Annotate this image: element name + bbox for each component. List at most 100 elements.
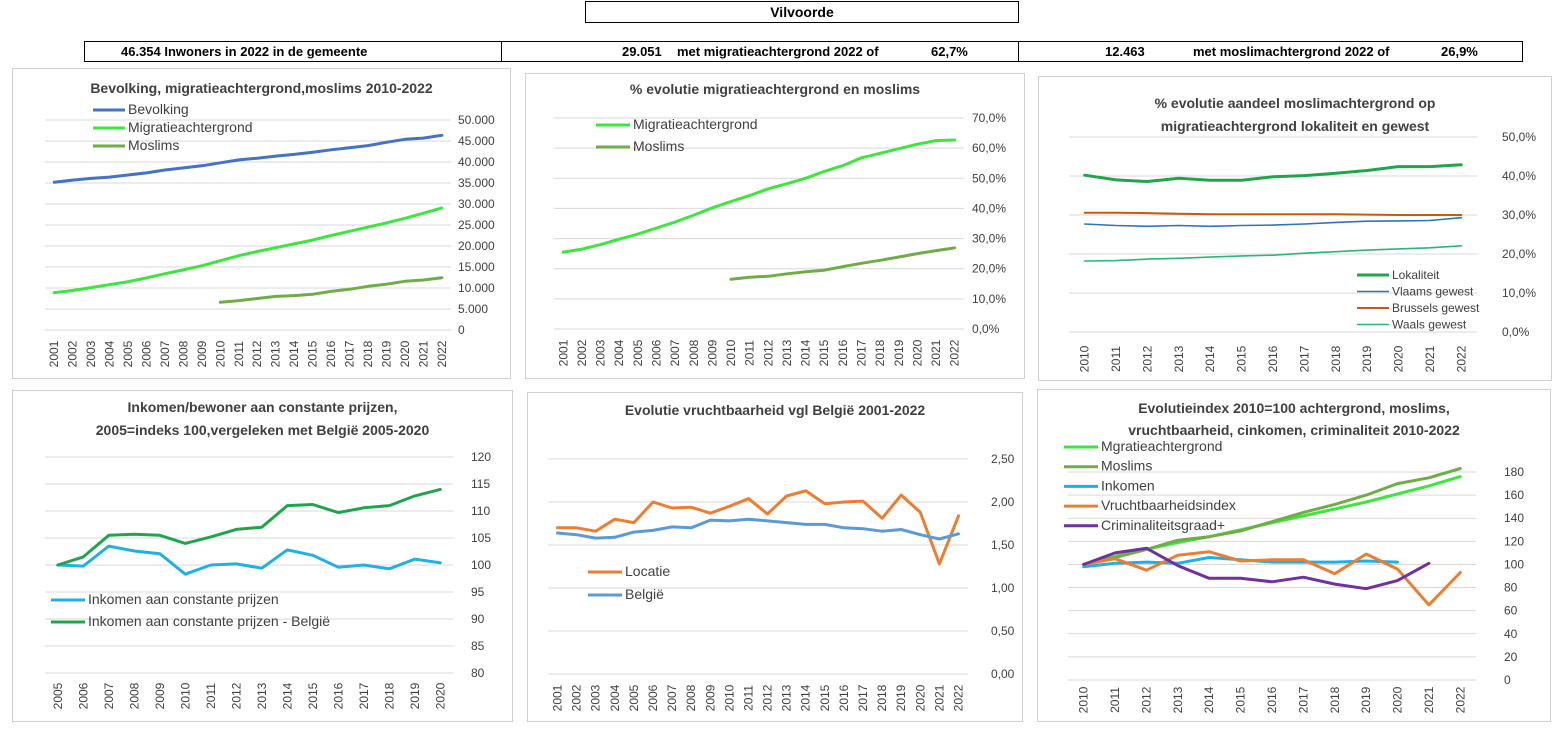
y-tick-label: 20,0%: [1502, 247, 1536, 261]
y-tick-label: 95: [471, 585, 485, 599]
x-tick-label: 2021: [932, 684, 946, 711]
x-tick-label: 2017: [1297, 345, 1311, 372]
x-tick-label: 2012: [1139, 686, 1153, 713]
chart-population: Bevolking, migratieachtergrond,moslims 2…: [12, 68, 511, 379]
x-tick-label: 2007: [158, 340, 172, 367]
x-tick-label: 2006: [140, 340, 154, 367]
chart-title: Bevolking, migratieachtergrond,moslims 2…: [90, 80, 433, 96]
x-tick-label: 2014: [799, 339, 813, 366]
y-tick-label: 2,50: [991, 452, 1015, 466]
x-tick-label: 2005: [121, 340, 135, 367]
x-tick-label: 2001: [47, 340, 61, 367]
y-tick-label: 105: [471, 531, 491, 545]
x-tick-label: 2019: [894, 684, 908, 711]
x-tick-label: 2012: [1140, 345, 1154, 372]
y-tick-label: 10.000: [458, 281, 495, 295]
summary-migration-pct: 62,7%: [931, 44, 968, 59]
y-tick-label: 0: [458, 323, 465, 337]
x-tick-label: 2015: [306, 340, 320, 367]
y-tick-label: 110: [471, 504, 490, 518]
x-tick-label: 2019: [408, 682, 422, 709]
x-tick-label: 2020: [1391, 686, 1405, 713]
x-tick-label: 2018: [875, 684, 889, 711]
x-tick-label: 2013: [780, 684, 794, 711]
y-tick-label: 140: [1504, 511, 1524, 525]
series-line: [1083, 216, 1463, 228]
summary-migration-count: 29.051: [622, 44, 662, 59]
x-tick-label: 2001: [556, 339, 570, 366]
legend-label: Inkomen aan constante prijzen: [88, 591, 279, 607]
x-tick-label: 2011: [741, 685, 755, 711]
x-tick-label: 2022: [1454, 345, 1468, 372]
chart-title: vruchtbaarheid, cinkomen, criminaliteit …: [1128, 422, 1460, 438]
summary-muslim-pct: 26,9%: [1441, 44, 1478, 59]
x-tick-label: 2020: [398, 340, 412, 367]
summary-muslim-text: met moslimachtergrond 2022 of: [1193, 44, 1390, 59]
x-tick-label: 2011: [1109, 346, 1123, 372]
legend-label: Migratieachtergrond: [128, 119, 253, 135]
x-tick-label: 2008: [176, 340, 190, 367]
series-line: [1083, 163, 1463, 183]
x-tick-label: 2021: [929, 339, 943, 366]
chart-pct-evolution: % evolutie migratieachtergrond en moslim…: [525, 73, 1025, 379]
chart-income-svg: Inkomen/bewoner aan constante prijzen, 20…: [45, 399, 491, 709]
y-tick-label: 115: [471, 477, 490, 491]
y-tick-label: 2,00: [991, 495, 1015, 509]
legend-label: Vlaams gewest: [1392, 285, 1474, 299]
x-tick-label: 2020: [910, 339, 924, 366]
chart-title: Inkomen/bewoner aan constante prijzen,: [128, 399, 398, 415]
y-tick-label: 80: [1504, 581, 1518, 595]
x-tick-label: 2015: [817, 339, 831, 366]
series-line: [729, 246, 957, 281]
y-tick-label: 60,0%: [972, 141, 1006, 155]
y-tick-label: 100: [471, 558, 491, 572]
summary-migration: 29.051 met migratieachtergrond 2022 of 6…: [501, 41, 1019, 62]
x-tick-label: 2011: [232, 341, 246, 367]
x-tick-label: 2017: [343, 340, 357, 367]
series-line: [1082, 550, 1462, 607]
x-tick-label: 2022: [951, 684, 965, 711]
x-tick-label: 2016: [331, 682, 345, 709]
x-tick-label: 2020: [433, 682, 447, 709]
chart-title: % evolutie migratieachtergrond en moslim…: [630, 81, 920, 97]
x-tick-label: 2010: [1077, 686, 1091, 713]
y-tick-label: 50,0%: [972, 171, 1006, 185]
x-tick-label: 2021: [1422, 686, 1436, 713]
x-tick-label: 2013: [255, 682, 269, 709]
x-tick-label: 2018: [873, 339, 887, 366]
x-tick-label: 2014: [1202, 686, 1216, 713]
x-tick-label: 2010: [722, 684, 736, 711]
y-tick-label: 50,0%: [1502, 130, 1536, 144]
y-tick-label: 85: [471, 639, 485, 653]
x-tick-label: 2017: [357, 682, 371, 709]
legend-label: Moslims: [633, 138, 684, 154]
x-tick-label: 2018: [1328, 686, 1342, 713]
chart-title: 2005=indeks 100,vergeleken met België 20…: [96, 422, 430, 438]
y-tick-label: 1,00: [991, 581, 1015, 595]
x-tick-label: 2013: [1172, 345, 1186, 372]
x-tick-label: 2019: [1359, 686, 1373, 713]
series-line: [556, 517, 960, 541]
x-tick-label: 2007: [668, 339, 682, 366]
y-tick-label: 1,50: [991, 538, 1015, 552]
x-tick-label: 2014: [799, 684, 813, 711]
y-tick-label: 35.000: [458, 176, 495, 190]
x-tick-label: 2002: [575, 339, 589, 366]
legend-label: Locatie: [625, 563, 670, 579]
x-tick-label: 2017: [856, 684, 870, 711]
x-tick-label: 2008: [684, 684, 698, 711]
legend-label: Mgratieachtergrond: [1101, 438, 1222, 454]
y-tick-label: 120: [1504, 534, 1524, 548]
y-tick-label: 10,0%: [972, 292, 1006, 306]
chart-title: % evolutie aandeel moslimachtergrond op: [1155, 95, 1436, 111]
x-tick-label: 2009: [153, 682, 167, 709]
series-line: [561, 138, 957, 254]
x-tick-label: 2013: [1171, 686, 1185, 713]
legend-label: Inkomen: [1101, 477, 1155, 493]
x-tick-label: 2009: [705, 339, 719, 366]
x-tick-label: 2014: [287, 340, 301, 367]
x-tick-label: 2011: [204, 683, 218, 709]
x-tick-label: 2020: [1392, 345, 1406, 372]
y-tick-label: 90: [471, 612, 485, 626]
x-tick-label: 2007: [665, 684, 679, 711]
